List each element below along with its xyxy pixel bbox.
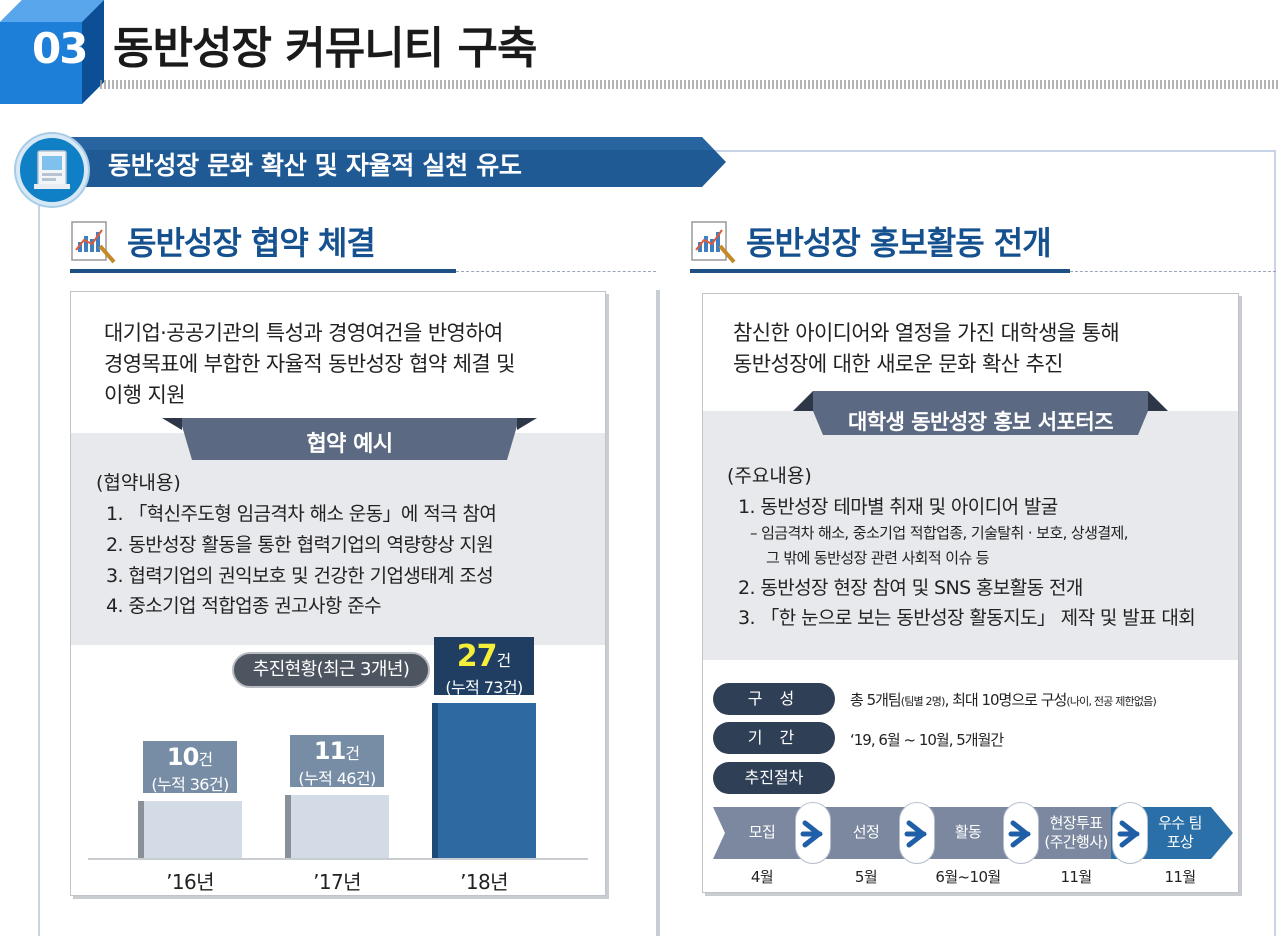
section-number: 03 [32, 24, 88, 73]
right-plate-label: 대학생 동반성장 홍보 서포터즈 [847, 410, 1114, 434]
right-list-item: 3. 「한 눈으로 보는 동반성장 활동지도」 제작 및 발표 대회 [738, 607, 1196, 629]
process-stage-month: 11월 [1060, 868, 1092, 886]
chart-value-unit: 건 [198, 750, 214, 769]
process-stage-month: 6월~10월 [935, 868, 1001, 886]
right-sub-item: 그 밖에 동반성장 관련 사회적 이슈 등 [766, 549, 990, 567]
process-label: 추진절차 [713, 762, 835, 794]
left-intro-line: 이행 지원 [104, 383, 186, 407]
chart-cumulative-label: (누적 46건) [298, 769, 376, 788]
arrow-right-icon [1003, 802, 1039, 864]
chart-category-label: ’17년 [313, 870, 361, 894]
composition-main: 총 5개팀 [850, 691, 902, 709]
process-stage-month: 5월 [854, 868, 878, 886]
composition-note: (팀별 2명) [900, 695, 946, 708]
chart-title-pill: 추진현황(최근 3개년) [232, 652, 430, 688]
composition-note-2: (나이, 전공 제한없음) [1066, 695, 1156, 708]
chart-baseline [88, 858, 588, 860]
right-list-item: 2. 동반성장 현장 참여 및 SNS 홍보활동 전개 [738, 577, 1083, 599]
arrow-right-icon [1112, 802, 1148, 864]
left-column-title: 동반성장 협약 체결 [127, 224, 376, 262]
chart-document-icon [71, 221, 116, 264]
chart-bar [285, 795, 389, 858]
chart-data-label: 11건 (누적 46건) [290, 735, 384, 788]
page-title: 동반성장 커뮤니티 구축 [113, 23, 537, 74]
left-dashed-rule [456, 271, 656, 272]
process-stage-label: 활동 [954, 823, 982, 841]
composition-label: 구 성 [713, 683, 835, 715]
process-stage-label: 우수 팀 포상 [1158, 814, 1202, 851]
left-title-rule [70, 269, 456, 273]
left-list-item: 3. 협력기업의 권익보호 및 건강한 기업생태계 조성 [106, 565, 494, 587]
process-stage-month: 11월 [1164, 868, 1196, 886]
right-dashed-rule [1070, 271, 1276, 272]
period-label: 기 간 [713, 722, 835, 754]
chart-data-label: 27건 (누적 73건) [434, 637, 534, 697]
right-column-title: 동반성장 홍보활동 전개 [746, 224, 1052, 262]
right-intro: 참신한 아이디어와 열정을 가진 대학생을 통해 동반성장에 대한 새로운 문화… [733, 318, 1120, 380]
right-intro-line: 참신한 아이디어와 열정을 가진 대학생을 통해 [733, 321, 1120, 345]
left-list-item: 2. 동반성장 활동을 통한 협력기업의 역량향상 지원 [106, 534, 494, 556]
chart-document-icon [691, 221, 736, 264]
left-list-head: (협약내용) [96, 472, 181, 494]
right-title-rule [690, 269, 1070, 273]
chart-data-label: 10건 (누적 36건) [143, 741, 237, 794]
arrow-right-icon [795, 802, 831, 864]
composition-text: 총 5개팀(팀별 2명), 최대 10명으로 구성(나이, 전공 제한없음) [850, 689, 1157, 710]
right-list-head: (주요내용) [727, 465, 812, 487]
left-plate [162, 418, 537, 460]
right-plate [793, 391, 1168, 435]
left-list-item: 1. 「혁신주도형 임금격차 해소 운동」에 적극 참여 [106, 503, 497, 525]
arrow-right-icon [899, 802, 935, 864]
chart-value-unit: 건 [496, 651, 512, 670]
process-stage-month: 4월 [750, 868, 774, 886]
chart-cumulative-label: (누적 73건) [445, 678, 523, 697]
chart-value: 11 [313, 737, 346, 765]
chart-cumulative-label: (누적 36건) [151, 775, 229, 794]
chart-bar [138, 801, 242, 858]
column-divider [656, 290, 660, 936]
section-number-cube [0, 0, 104, 104]
right-intro-line: 동반성장에 대한 새로운 문화 확산 추진 [733, 352, 1064, 376]
chart-bar [432, 703, 536, 858]
report-icon [16, 134, 88, 206]
chart-value-unit: 건 [345, 744, 361, 763]
process-stage-label: 현장투표 (주간행사) [1044, 814, 1108, 851]
left-list-item: 4. 중소기업 적합업종 권고사항 준수 [106, 595, 382, 617]
chart-category-label: ’16년 [166, 870, 214, 894]
right-content-panel [703, 411, 1238, 660]
section-banner [38, 137, 726, 187]
left-intro: 대기업·공공기관의 특성과 경영여건을 반영하여 경영목표에 부합한 자율적 동… [104, 318, 515, 411]
chart-category-label: ’18년 [460, 870, 508, 894]
right-list-item: 1. 동반성장 테마별 취재 및 아이디어 발굴 [738, 496, 1058, 518]
process-stage-label: 선정 [852, 823, 880, 841]
chart-value: 27 [456, 639, 498, 674]
chart-value: 10 [166, 743, 199, 771]
banner-title: 동반성장 문화 확산 및 자율적 실천 유도 [108, 151, 522, 180]
composition-main-2: , 최대 10명으로 구성 [944, 691, 1068, 709]
left-intro-line: 경영목표에 부합한 자율적 동반성장 협약 체결 및 [104, 352, 515, 376]
left-intro-line: 대기업·공공기관의 특성과 경영여건을 반영하여 [104, 321, 503, 345]
title-dotted-rule [100, 80, 1280, 89]
period-text: ‘19, 6월 ~ 10월, 5개월간 [850, 731, 1004, 749]
left-plate-label: 협약 예시 [306, 432, 393, 457]
process-stage-label: 모집 [748, 823, 776, 841]
right-sub-item: – 임금격차 해소, 중소기업 적합업종, 기술탈취 · 보호, 상생결제, [750, 524, 1128, 542]
left-example-panel [71, 433, 605, 645]
